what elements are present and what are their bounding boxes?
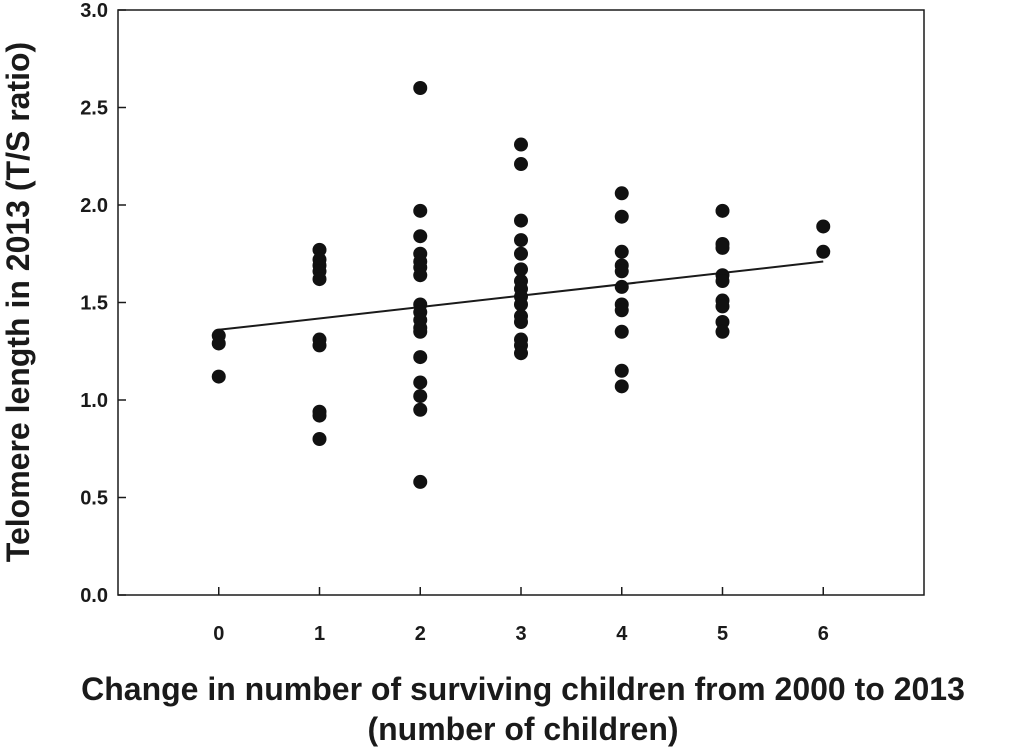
data-point <box>614 363 629 378</box>
x-axis-title-line1: Change in number of surviving children f… <box>81 671 965 707</box>
data-point <box>413 229 428 244</box>
data-point <box>614 209 629 224</box>
data-point <box>614 279 629 294</box>
data-point <box>211 369 226 384</box>
data-point <box>413 203 428 218</box>
data-point <box>211 336 226 351</box>
y-axis: 0.0 0.5 1.0 1.5 2.0 2.5 3.0 <box>80 0 126 607</box>
data-point <box>614 244 629 259</box>
x-tick-label: 4 <box>616 623 628 645</box>
data-point <box>715 315 730 329</box>
data-point <box>614 324 629 339</box>
data-point <box>514 262 528 277</box>
data-point <box>413 474 428 489</box>
y-tick-label: 1.0 <box>80 390 108 412</box>
y-tick-label: 2.5 <box>80 98 108 120</box>
data-point <box>514 137 528 152</box>
data-point <box>312 408 327 423</box>
y-tick-label: 3.0 <box>80 0 108 22</box>
y-tick-label: 2.0 <box>80 195 108 217</box>
data-point <box>816 244 831 259</box>
data-point <box>514 315 528 329</box>
data-point <box>514 213 528 228</box>
data-point <box>514 246 528 261</box>
data-point <box>816 219 831 234</box>
data-point <box>514 157 528 172</box>
data-point <box>514 233 528 248</box>
data-point <box>715 203 730 218</box>
data-point <box>715 274 730 289</box>
y-tick-label: 0.5 <box>80 488 108 510</box>
data-point <box>715 240 730 255</box>
data-point <box>413 350 428 365</box>
x-tick-label: 5 <box>717 623 728 645</box>
y-axis-title: Telomere length in 2013 (T/S ratio) <box>0 42 36 562</box>
x-tick-label: 1 <box>314 623 325 645</box>
data-point <box>312 272 327 287</box>
data-point <box>514 346 528 361</box>
data-point <box>614 264 629 279</box>
x-tick-label: 0 <box>213 623 224 645</box>
data-points <box>211 81 831 489</box>
data-point <box>413 389 428 404</box>
data-point <box>614 186 629 201</box>
data-point <box>312 338 327 353</box>
x-tick-label: 6 <box>818 623 829 645</box>
data-point <box>715 299 730 314</box>
x-tick-label: 3 <box>515 623 526 645</box>
x-tick-label: 2 <box>415 623 426 645</box>
data-point <box>413 375 428 390</box>
data-point <box>614 379 629 394</box>
data-point <box>413 402 428 417</box>
y-tick-label: 0.0 <box>80 585 108 607</box>
data-point <box>413 268 428 283</box>
data-point <box>413 81 428 95</box>
x-axis: 0 1 2 3 4 5 6 <box>213 587 829 645</box>
data-point <box>312 432 327 446</box>
data-point <box>514 297 528 312</box>
data-point <box>413 324 428 339</box>
x-axis-title-line2: (number of children) <box>367 711 678 747</box>
data-point <box>614 303 629 318</box>
y-tick-label: 1.5 <box>80 293 108 315</box>
data-point <box>715 324 730 339</box>
data-point <box>312 242 327 257</box>
